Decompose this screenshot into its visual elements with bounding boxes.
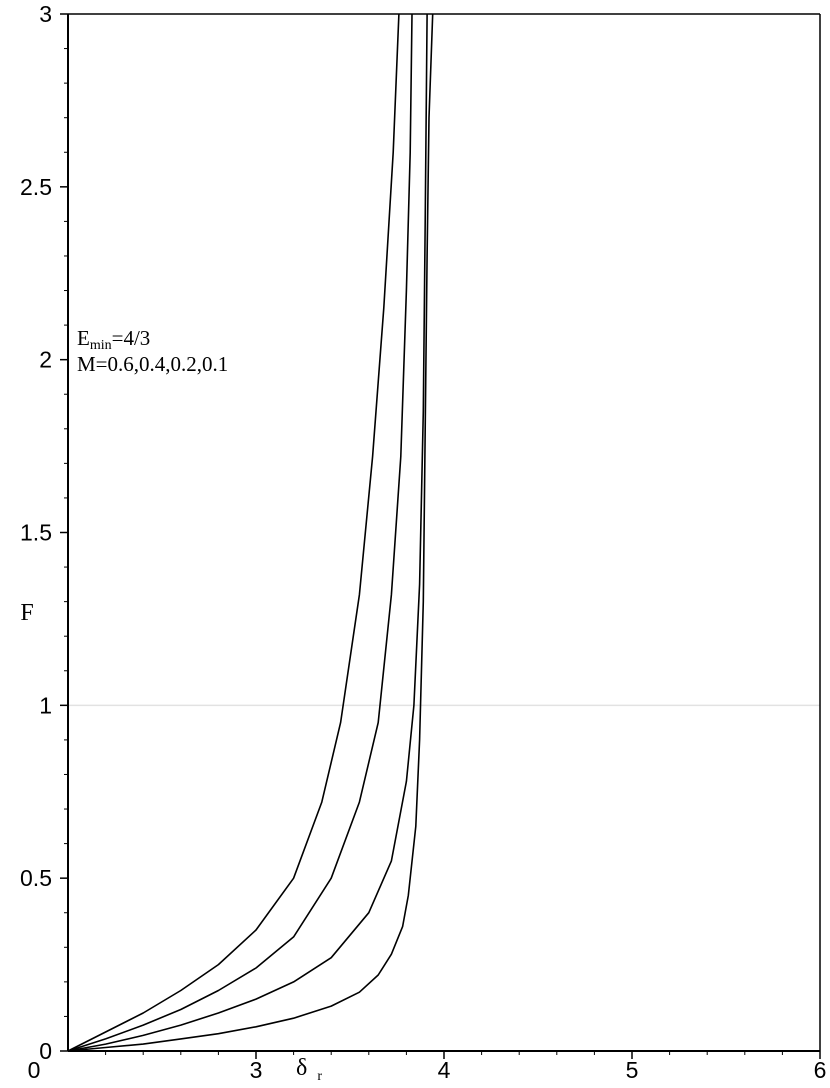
x-tick-label: 6 <box>814 1057 827 1083</box>
y-tick-label: 1.5 <box>20 520 52 546</box>
annotation-emin-subscript: min <box>90 338 112 353</box>
x-axis-label: δ r <box>296 1055 322 1083</box>
x-axis-label-main: δ <box>296 1055 307 1081</box>
y-tick-label: 2 <box>39 347 52 373</box>
annotation-emin: Emin=4/3 <box>77 326 150 353</box>
y-tick-label: 1 <box>39 692 52 718</box>
series-curve-1 <box>67 13 400 1052</box>
series-curve-3 <box>67 13 428 1052</box>
y-tick-label: 0.5 <box>20 865 52 891</box>
series-curve-2 <box>67 13 413 1052</box>
series-curve-4 <box>67 13 434 1052</box>
x-tick-label: 5 <box>626 1057 639 1083</box>
y-tick-label: 3 <box>39 1 52 27</box>
annotation-emin-main: E <box>77 326 90 350</box>
x-tick-label: 3 <box>250 1057 263 1083</box>
x-axis-label-subscript: r <box>317 1069 322 1083</box>
annotation-emin-rest: =4/3 <box>112 326 151 350</box>
y-axis-label: F <box>20 600 33 626</box>
y-tick-label: 2.5 <box>20 174 52 200</box>
y-tick-label: 0 <box>39 1038 52 1064</box>
x-origin-label: 0 <box>28 1057 41 1083</box>
x-tick-label: 4 <box>438 1057 451 1083</box>
annotation-m-values: M=0.6,0.4,0.2,0.1 <box>77 352 228 376</box>
